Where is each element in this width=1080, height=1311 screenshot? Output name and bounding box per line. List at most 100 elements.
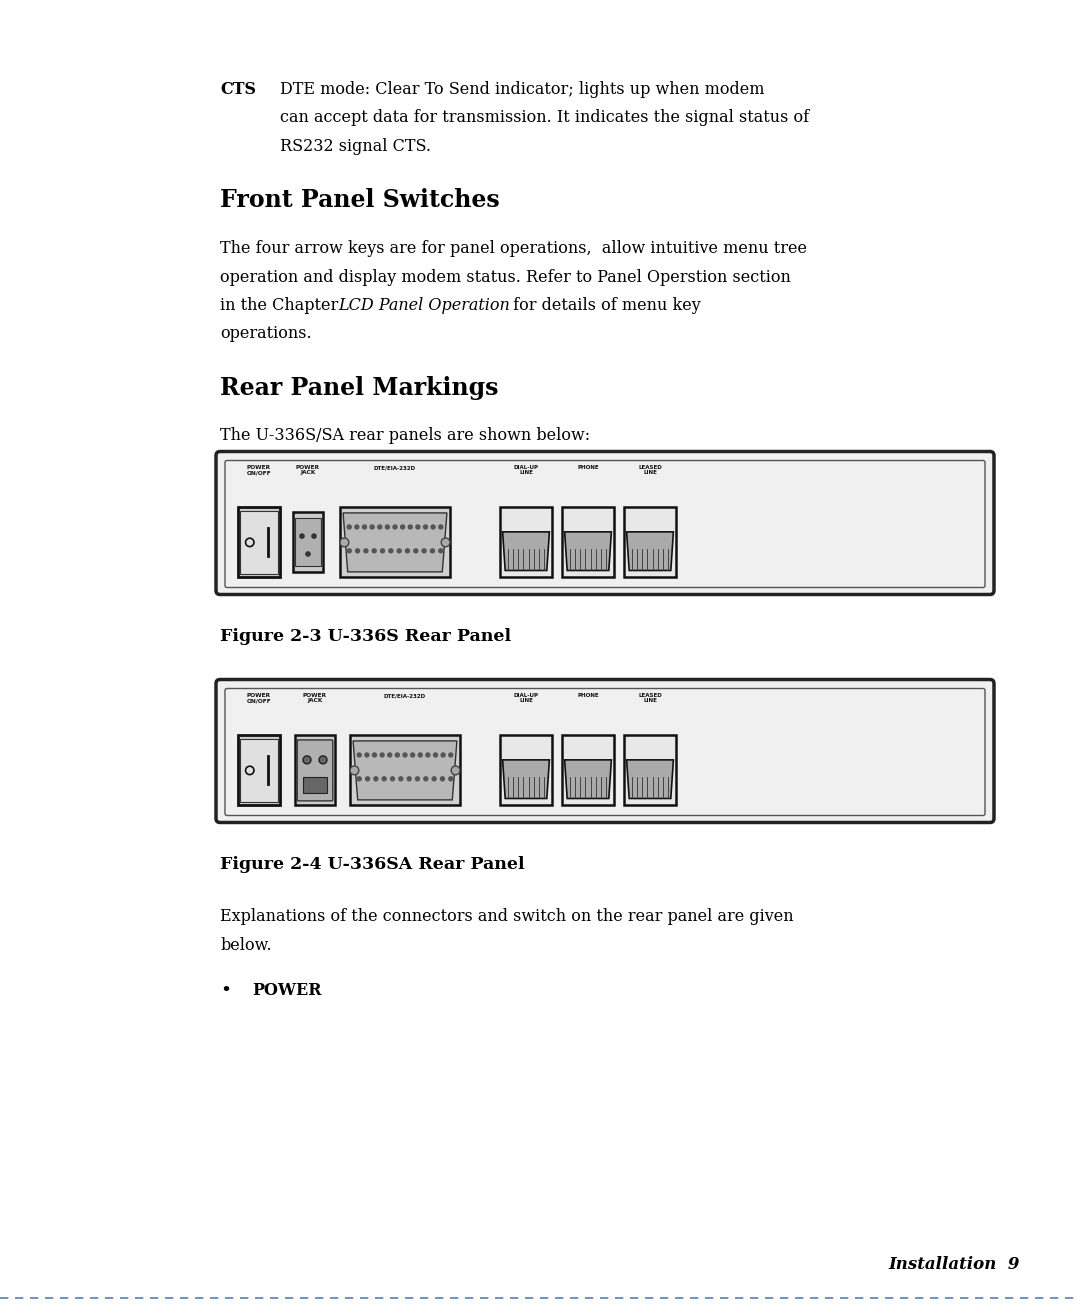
Circle shape [403, 753, 407, 756]
Text: LEASED
LINE: LEASED LINE [638, 694, 662, 704]
Bar [340, 507, 450, 578]
Circle shape [410, 753, 415, 756]
Circle shape [388, 753, 392, 756]
Circle shape [393, 524, 397, 528]
Polygon shape [502, 532, 550, 570]
Polygon shape [626, 760, 674, 798]
Circle shape [426, 753, 430, 756]
Circle shape [416, 777, 419, 781]
Circle shape [363, 524, 366, 528]
Circle shape [357, 777, 361, 781]
Circle shape [374, 777, 378, 781]
Text: operations.: operations. [220, 325, 312, 342]
Text: below.: below. [220, 937, 272, 954]
Text: for details of menu key: for details of menu key [508, 298, 701, 315]
Bar [295, 735, 335, 805]
Circle shape [365, 753, 369, 756]
Text: POWER
ON/OFF: POWER ON/OFF [246, 694, 271, 704]
Circle shape [449, 777, 453, 781]
Text: Figure 2-4 U-336SA Rear Panel: Figure 2-4 U-336SA Rear Panel [220, 856, 525, 873]
Text: Figure 2-3 U-336S Rear Panel: Figure 2-3 U-336S Rear Panel [220, 628, 511, 645]
Circle shape [438, 524, 443, 528]
Bar [293, 513, 323, 572]
Circle shape [422, 549, 427, 553]
Text: POWER: POWER [252, 982, 322, 999]
Circle shape [451, 766, 460, 775]
Circle shape [399, 777, 403, 781]
Text: LCD Panel Operation: LCD Panel Operation [338, 298, 510, 315]
Circle shape [340, 538, 349, 547]
Circle shape [431, 549, 434, 553]
Circle shape [380, 753, 384, 756]
Circle shape [433, 753, 437, 756]
Circle shape [449, 753, 453, 756]
Circle shape [365, 777, 369, 781]
Circle shape [312, 534, 316, 539]
Circle shape [355, 549, 360, 553]
FancyBboxPatch shape [216, 679, 994, 822]
Bar [562, 507, 615, 578]
Circle shape [350, 766, 359, 775]
Bar [238, 507, 280, 578]
Circle shape [416, 524, 420, 528]
Circle shape [306, 552, 310, 556]
Circle shape [395, 753, 400, 756]
Circle shape [397, 549, 401, 553]
Bar [500, 507, 552, 578]
Circle shape [405, 549, 409, 553]
Text: CTS: CTS [220, 81, 256, 98]
Bar [624, 507, 676, 578]
Circle shape [391, 777, 394, 781]
Circle shape [373, 549, 376, 553]
Bar [350, 735, 460, 805]
Text: PHONE: PHONE [577, 465, 598, 471]
Text: •: • [220, 982, 231, 1000]
Circle shape [382, 777, 387, 781]
Polygon shape [353, 741, 457, 800]
Circle shape [389, 549, 393, 553]
Circle shape [364, 549, 368, 553]
Circle shape [414, 549, 418, 553]
Circle shape [423, 777, 428, 781]
FancyBboxPatch shape [297, 739, 333, 801]
Text: operation and display modem status. Refer to Panel Operstion section: operation and display modem status. Refe… [220, 269, 791, 286]
Circle shape [441, 777, 445, 781]
Text: Installation  9: Installation 9 [889, 1256, 1020, 1273]
Circle shape [378, 524, 381, 528]
Polygon shape [565, 760, 611, 798]
Bar [500, 735, 552, 805]
Circle shape [300, 534, 305, 539]
Text: Front Panel Switches: Front Panel Switches [220, 187, 500, 212]
Circle shape [373, 753, 377, 756]
Circle shape [303, 756, 311, 764]
Text: POWER
JACK: POWER JACK [302, 694, 327, 704]
Bar [562, 735, 615, 805]
Text: DIAL-UP
LINE: DIAL-UP LINE [513, 465, 539, 476]
Text: LEASED
LINE: LEASED LINE [638, 465, 662, 476]
Text: PHONE: PHONE [577, 694, 598, 699]
Text: DTE/EIA-232D: DTE/EIA-232D [374, 465, 416, 471]
Circle shape [370, 524, 374, 528]
Polygon shape [626, 532, 674, 570]
Circle shape [380, 549, 384, 553]
Circle shape [432, 777, 436, 781]
Circle shape [441, 753, 445, 756]
Circle shape [442, 538, 450, 547]
Circle shape [407, 777, 411, 781]
Circle shape [431, 524, 435, 528]
Text: can accept data for transmission. It indicates the signal status of: can accept data for transmission. It ind… [280, 110, 809, 126]
Circle shape [418, 753, 422, 756]
FancyBboxPatch shape [216, 451, 994, 594]
Text: Rear Panel Markings: Rear Panel Markings [220, 375, 499, 400]
Polygon shape [343, 513, 447, 572]
Bar [624, 735, 676, 805]
Text: DTE/EIA-232D: DTE/EIA-232D [383, 694, 427, 699]
Polygon shape [502, 760, 550, 798]
Circle shape [357, 753, 361, 756]
Circle shape [438, 549, 443, 553]
Bar [240, 511, 278, 574]
Text: DTE mode: Clear To Send indicator; lights up when modem: DTE mode: Clear To Send indicator; light… [280, 81, 765, 98]
Bar [238, 735, 280, 805]
Circle shape [423, 524, 428, 528]
Circle shape [355, 524, 359, 528]
